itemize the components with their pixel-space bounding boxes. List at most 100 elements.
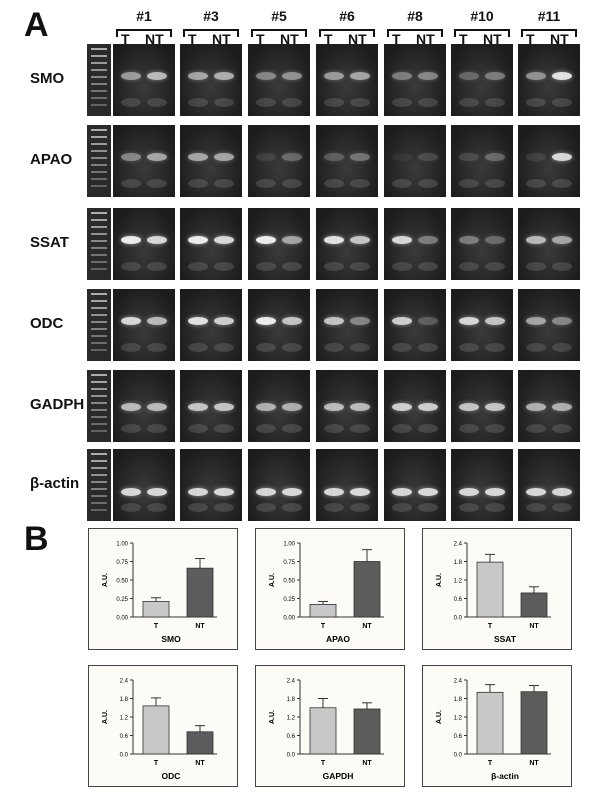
ladder-band [91, 395, 107, 397]
primer-smear [256, 98, 276, 107]
primer-smear [418, 424, 438, 433]
bar-chart: 0.0 0.6 1.2 1.8 2.4 A.U. T NT GAPDH [269, 679, 384, 781]
ladder-band [91, 342, 107, 344]
primer-smear [350, 262, 370, 271]
y-tick-label: 1.8 [120, 697, 129, 703]
sample-bracket [319, 29, 375, 37]
gel-image [113, 44, 175, 116]
ladder-lane [87, 289, 111, 361]
ladder-band [91, 129, 107, 131]
ladder-band [91, 488, 107, 490]
primer-smear [147, 343, 167, 352]
chart-panel: 0.0 0.6 1.2 1.8 2.4 A.U. T NT β-actin [422, 665, 572, 787]
band-t [459, 317, 479, 326]
primer-smear [485, 343, 505, 352]
band-t [121, 153, 141, 162]
lane-label-t: T [459, 31, 468, 47]
y-tick-label: 0.00 [283, 616, 295, 622]
ladder-band [91, 104, 107, 106]
ladder-band [91, 233, 107, 235]
x-tick-label: T [488, 760, 493, 767]
band-t [121, 317, 141, 326]
band-nt [214, 317, 234, 326]
gene-label: ODC [30, 315, 64, 332]
band-t [188, 488, 208, 497]
ladder-band [91, 83, 107, 85]
primer-smear [214, 424, 234, 433]
bar-t [476, 691, 504, 755]
y-tick-label: 0.0 [454, 616, 463, 622]
y-tick-label: 1.2 [454, 716, 463, 722]
y-tick-label: 1.8 [287, 697, 296, 703]
band-nt [214, 153, 234, 162]
x-tick-label: NT [195, 760, 205, 767]
gel-image [316, 449, 378, 521]
primer-smear [121, 503, 141, 512]
band-t [392, 317, 412, 326]
bar-nt [353, 561, 381, 618]
primer-smear [121, 262, 141, 271]
panel-b-letter: B [24, 520, 49, 558]
band-t [121, 72, 141, 81]
band-nt [147, 403, 167, 412]
primer-smear [282, 343, 302, 352]
primer-smear [459, 179, 479, 188]
primer-smear [147, 98, 167, 107]
band-nt [350, 72, 370, 81]
gel-image [316, 44, 378, 116]
gel-image [518, 289, 580, 361]
primer-smear [392, 179, 412, 188]
ladder-band [91, 481, 107, 483]
band-nt [552, 317, 572, 326]
lane-label-nt: NT [348, 31, 367, 47]
ladder-band [91, 157, 107, 159]
chart-title: GAPDH [323, 771, 354, 781]
band-t [459, 236, 479, 245]
band-nt [485, 72, 505, 81]
ladder-band [91, 136, 107, 138]
primer-smear [256, 343, 276, 352]
gel-image [180, 44, 242, 116]
gel-image [518, 370, 580, 442]
bar-nt [186, 567, 214, 618]
primer-smear [485, 98, 505, 107]
ladder-band [91, 212, 107, 214]
chart-panel: 0.0 0.6 1.2 1.8 2.4 A.U. T NT ODC [88, 665, 238, 787]
ladder-band [91, 314, 107, 316]
sample-bracket [116, 29, 172, 37]
y-tick-label: 0.75 [283, 560, 295, 566]
y-tick-label: 0.50 [283, 579, 295, 585]
band-nt [552, 488, 572, 497]
gel-image [180, 208, 242, 280]
gel-image [316, 289, 378, 361]
primer-smear [350, 179, 370, 188]
ladder-band [91, 349, 107, 351]
primer-smear [324, 262, 344, 271]
sample-label: #6 [339, 8, 355, 24]
sample-bracket [521, 29, 577, 37]
lane-label-t: T [392, 31, 401, 47]
ladder-band [91, 268, 107, 270]
gene-label: β-actin [30, 475, 80, 492]
band-nt [147, 317, 167, 326]
y-tick-label: 1.8 [454, 697, 463, 703]
primer-smear [526, 424, 546, 433]
gel-image [384, 449, 446, 521]
y-tick-label: 1.2 [287, 716, 296, 722]
primer-smear [256, 262, 276, 271]
band-t [188, 153, 208, 162]
ladder-band [91, 381, 107, 383]
gel-image [180, 289, 242, 361]
bar-t [309, 604, 337, 618]
primer-smear [392, 262, 412, 271]
ladder-band [91, 453, 107, 455]
primer-smear [350, 424, 370, 433]
band-t [256, 317, 276, 326]
gel-image [384, 289, 446, 361]
primer-smear [147, 262, 167, 271]
lane-label-t: T [121, 31, 130, 47]
primer-smear [121, 179, 141, 188]
band-t [324, 236, 344, 245]
ladder-band [91, 321, 107, 323]
bar-nt [520, 592, 548, 618]
